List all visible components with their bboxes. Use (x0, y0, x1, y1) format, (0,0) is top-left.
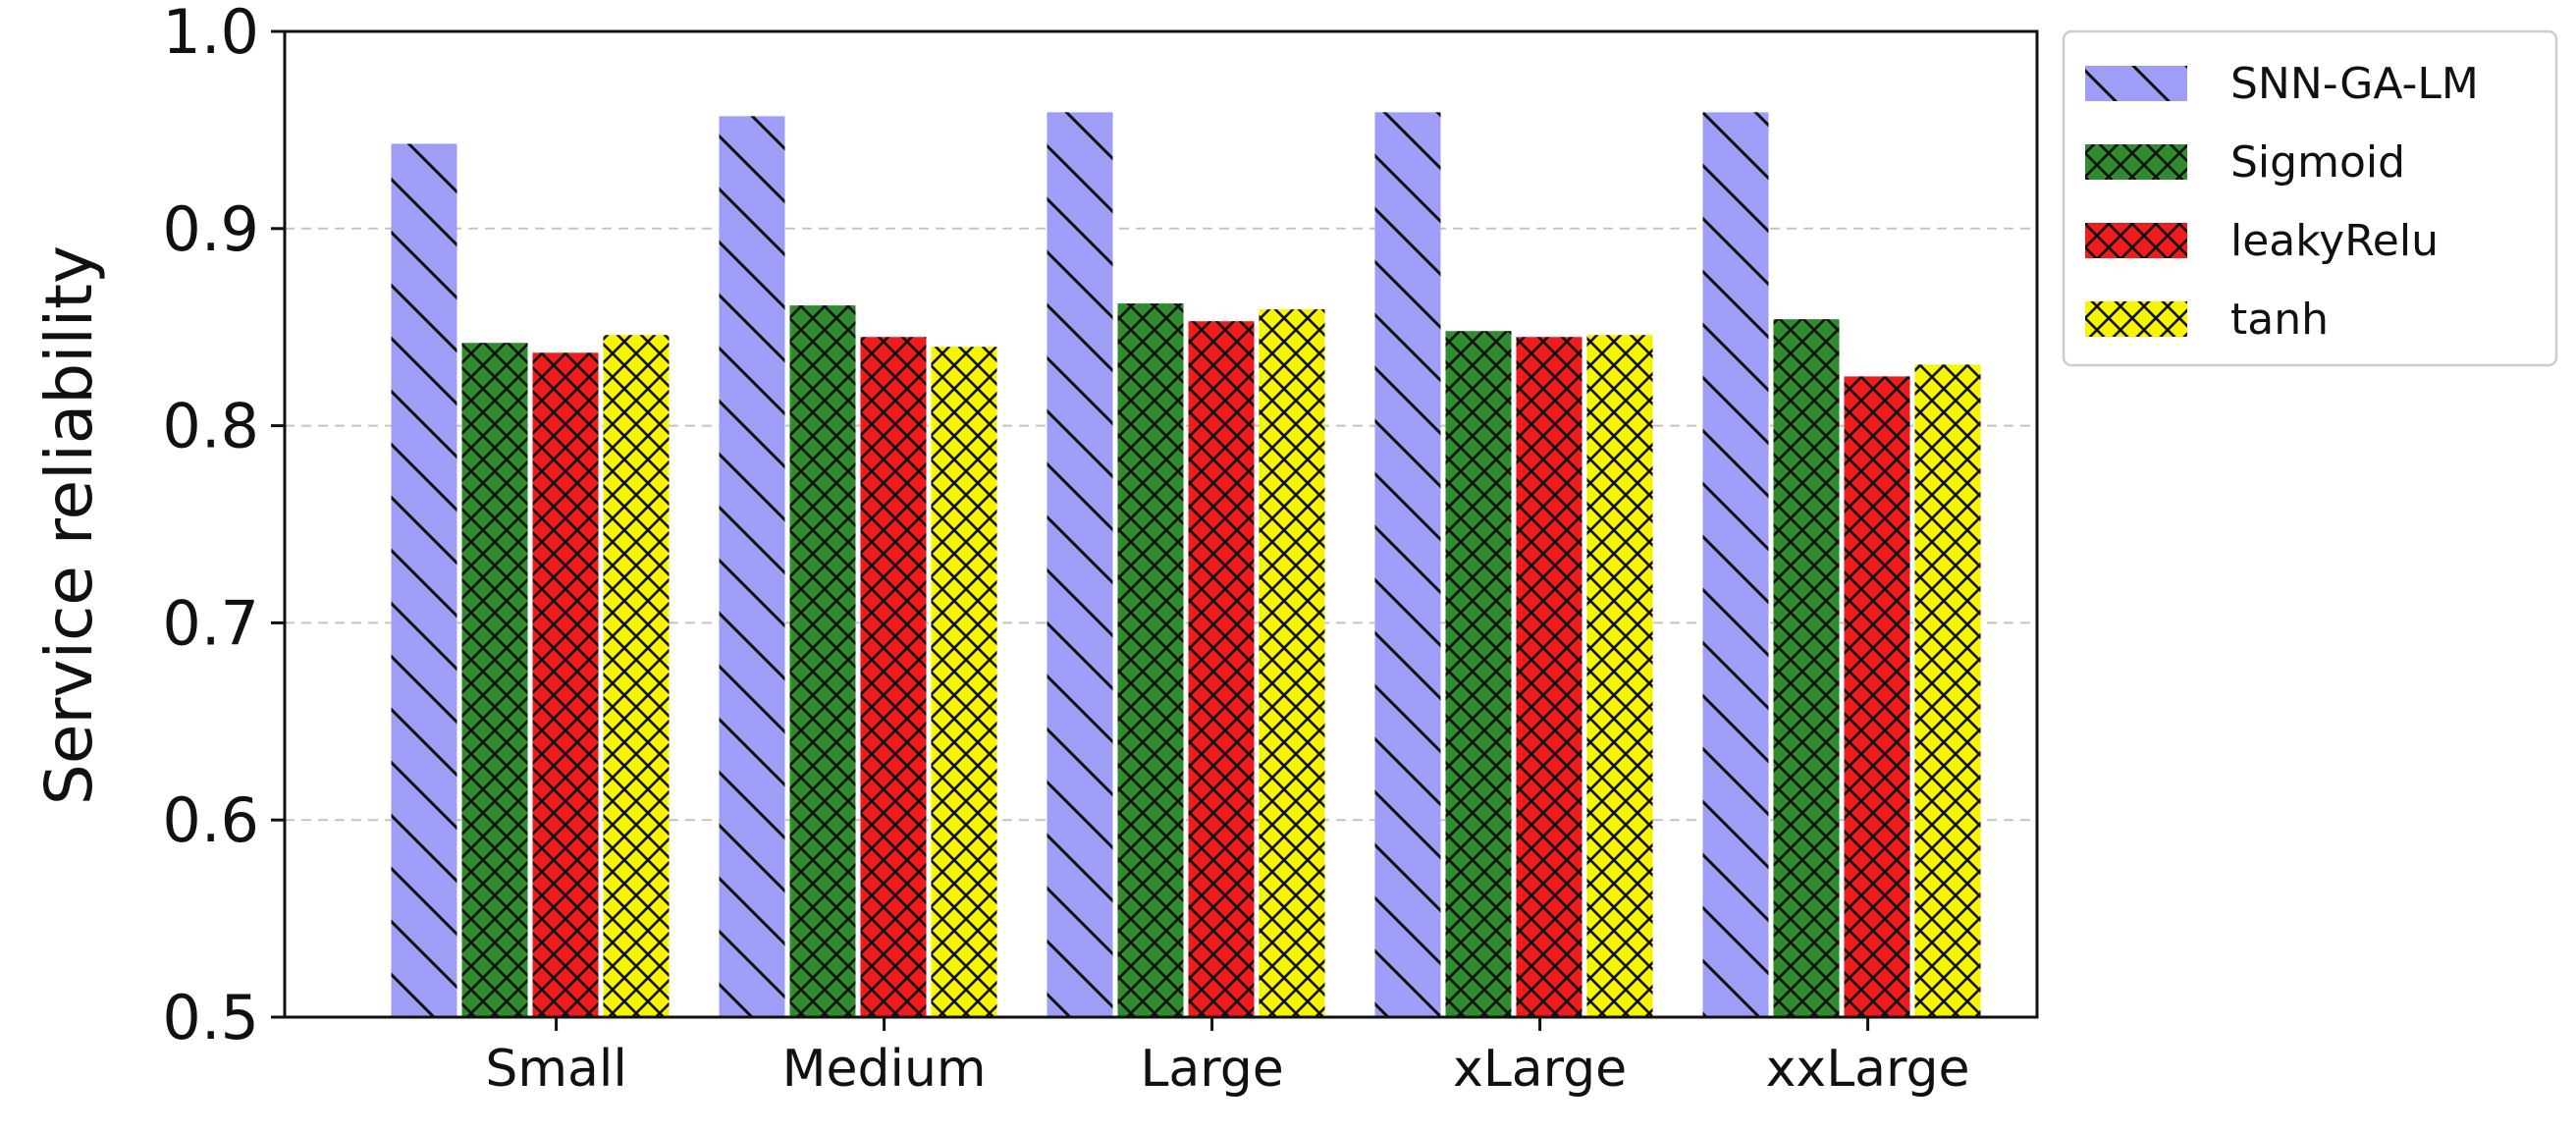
legend-swatch-hatch (2085, 301, 2187, 337)
bar-hatch (1259, 309, 1325, 1017)
bar-SNN-GA-LM-Medium (719, 116, 785, 1018)
y-axis-ticks: 0.5 0.6 0.7 0.8 0.9 1.0 (162, 0, 285, 1053)
bar-hatch (1586, 335, 1653, 1017)
y-axis-label: Service reliability (31, 245, 107, 805)
bar-Sigmoid-xxLarge (1773, 319, 1840, 1018)
bar-hatch (1844, 376, 1910, 1017)
legend-entry-Sigmoid: Sigmoid (2085, 137, 2405, 188)
legend: SNN-GA-LM Sigmoid leakyRelu tanh (2062, 29, 2558, 367)
bar-hatch (1374, 112, 1441, 1017)
bar-Sigmoid-Small (461, 343, 528, 1017)
legend-swatch-hatch (2085, 223, 2187, 258)
x-tick-label: Large (1140, 1040, 1283, 1099)
bar-hatch (931, 347, 997, 1017)
legend-label: Sigmoid (2230, 137, 2405, 188)
bar-leakyRelu-xLarge (1516, 337, 1583, 1017)
legend-swatch-hatch (2085, 66, 2187, 101)
bar-SNN-GA-LM-Large (1046, 112, 1113, 1017)
legend-entry-SNN-GA-LM: SNN-GA-LM (2085, 59, 2479, 109)
x-tick-label: xLarge (1453, 1040, 1627, 1099)
y-tick-label: 0.6 (162, 784, 259, 856)
bar-hatch (1188, 321, 1255, 1017)
plot-frame (283, 29, 2039, 1019)
y-tick-label: 0.7 (162, 587, 259, 659)
x-tick-label: xxLarge (1766, 1040, 1970, 1099)
x-tick-label: Small (485, 1040, 626, 1099)
bar-leakyRelu-xxLarge (1844, 376, 1910, 1017)
bar-hatch (860, 337, 927, 1017)
y-tick-label: 0.5 (162, 982, 259, 1053)
bar-tanh-Small (603, 335, 670, 1017)
bar-hatch (1702, 112, 1769, 1017)
bar-hatch (789, 305, 856, 1017)
bar-Sigmoid-Medium (789, 305, 856, 1017)
bar-hatch (1117, 303, 1184, 1017)
y-tick-label: 1.0 (162, 0, 259, 68)
legend-label: SNN-GA-LM (2230, 59, 2479, 109)
bar-hatch (1516, 337, 1583, 1017)
bar-tanh-xLarge (1586, 335, 1653, 1017)
bar-Sigmoid-xLarge (1445, 331, 1512, 1017)
bar-tanh-Large (1259, 309, 1325, 1017)
bar-leakyRelu-Small (532, 352, 599, 1018)
y-tick-label: 0.8 (162, 391, 259, 462)
bar-hatch (719, 116, 785, 1018)
bar-tanh-xxLarge (1914, 364, 1981, 1017)
legend-entry-tanh: tanh (2085, 295, 2329, 345)
y-tick-label: 0.9 (162, 193, 259, 265)
legend-swatch-hatch (2085, 144, 2187, 180)
bars (391, 112, 1981, 1018)
bar-SNN-GA-LM-xxLarge (1702, 112, 1769, 1017)
bar-leakyRelu-Medium (860, 337, 927, 1017)
legend-box (2062, 29, 2558, 367)
bar-hatch (391, 143, 457, 1017)
bar-tanh-Medium (931, 347, 997, 1017)
legend-label: tanh (2230, 295, 2329, 345)
x-tick-label: Medium (782, 1040, 987, 1099)
bar-hatch (1914, 364, 1981, 1017)
legend-entry-leakyRelu: leakyRelu (2085, 216, 2439, 266)
bar-leakyRelu-Large (1188, 321, 1255, 1017)
bar-SNN-GA-LM-xLarge (1374, 112, 1441, 1017)
bar-hatch (1046, 112, 1113, 1017)
bar-SNN-GA-LM-Small (391, 143, 457, 1017)
bar-Sigmoid-Large (1117, 303, 1184, 1017)
bar-hatch (532, 352, 599, 1018)
x-axis-ticks: Small Medium Large xLarge xxLarge (485, 1017, 1970, 1099)
bar-hatch (461, 343, 528, 1017)
bar-hatch (603, 335, 670, 1017)
bar-hatch (1445, 331, 1512, 1017)
bar-hatch (1773, 319, 1840, 1018)
legend-label: leakyRelu (2230, 216, 2439, 266)
